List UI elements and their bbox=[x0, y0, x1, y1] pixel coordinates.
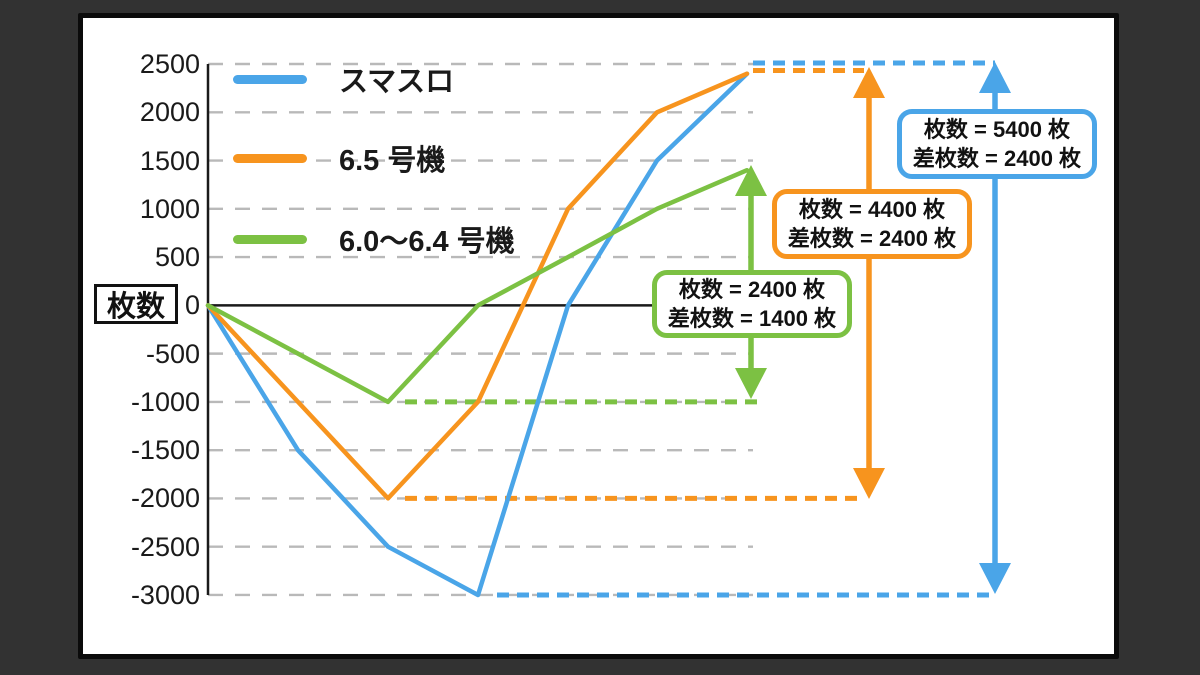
y-tick-label: 1000 bbox=[139, 193, 200, 224]
arrow-down-icon bbox=[979, 563, 1011, 594]
annotation-line1: 枚数 = 2400 枚 bbox=[678, 277, 826, 302]
legend-label: 6.5 号機 bbox=[339, 145, 446, 177]
legend-item-6-5: 6.5 号機 bbox=[233, 140, 446, 177]
y-axis-label: 枚数 bbox=[106, 291, 165, 323]
series-line-2 bbox=[205, 167, 750, 405]
annotation-line2: 差枚数 = 1400 枚 bbox=[667, 306, 837, 331]
y-tick-label: 0 bbox=[184, 290, 200, 321]
y-tick-label: -3000 bbox=[130, 579, 200, 610]
y-tick-label: 2500 bbox=[139, 49, 200, 79]
y-tick-label: 2000 bbox=[139, 97, 200, 128]
series-line-0 bbox=[205, 71, 750, 598]
plot-area: 2500 2000 1500 1000 500 0 -500 -1000 -1500 -2000 -… bbox=[83, 18, 1114, 654]
annotation-line2: 差枚数 = 2400 枚 bbox=[787, 226, 957, 251]
series-line-1 bbox=[205, 71, 750, 501]
annotation-line2: 差枚数 = 2400 枚 bbox=[912, 146, 1082, 171]
y-tick-label: -500 bbox=[145, 338, 200, 369]
y-tick-label: 1500 bbox=[139, 145, 200, 176]
legend-label: 6.0〜6.4 号機 bbox=[339, 226, 515, 258]
y-tick-label: -2500 bbox=[130, 531, 200, 562]
annotation-line1: 枚数 = 4400 枚 bbox=[798, 197, 946, 222]
annotation-box-6-5: 枚数 = 4400 枚 差枚数 = 2400 枚 bbox=[772, 189, 972, 259]
legend-item-6-0-6-4: 6.0〜6.4 号機 bbox=[233, 221, 515, 258]
annotation-box-6-0-6-4: 枚数 = 2400 枚 差枚数 = 1400 枚 bbox=[652, 270, 852, 338]
arrow-up-icon bbox=[735, 165, 767, 196]
y-tick-label: -1000 bbox=[130, 386, 200, 417]
arrow-down-icon bbox=[735, 368, 767, 399]
y-tick-label: 500 bbox=[154, 242, 200, 273]
legend-item-smaslo: スマスロ bbox=[233, 61, 455, 98]
arrow-down-icon bbox=[853, 468, 885, 499]
arrow-up-icon bbox=[979, 62, 1011, 93]
legend-swatch-icon bbox=[233, 234, 307, 244]
y-tick-label: -2000 bbox=[130, 483, 200, 514]
annotation-box-smaslo: 枚数 = 5400 枚 差枚数 = 2400 枚 bbox=[897, 109, 1097, 179]
legend-swatch-icon bbox=[233, 153, 307, 163]
legend-label: スマスロ bbox=[339, 66, 455, 98]
annotation-line1: 枚数 = 5400 枚 bbox=[923, 117, 1071, 142]
legend-swatch-icon bbox=[233, 74, 307, 84]
span-arrow bbox=[853, 67, 885, 499]
y-axis-label-box: 枚数 bbox=[94, 284, 178, 324]
line-chart bbox=[205, 60, 1011, 598]
reference-dashed-lines bbox=[405, 60, 995, 598]
chart-panel: 2500 2000 1500 1000 500 0 -500 -1000 -1500 -2000 -… bbox=[78, 13, 1119, 659]
arrow-up-icon bbox=[853, 67, 885, 98]
y-tick-label: -1500 bbox=[130, 435, 200, 466]
